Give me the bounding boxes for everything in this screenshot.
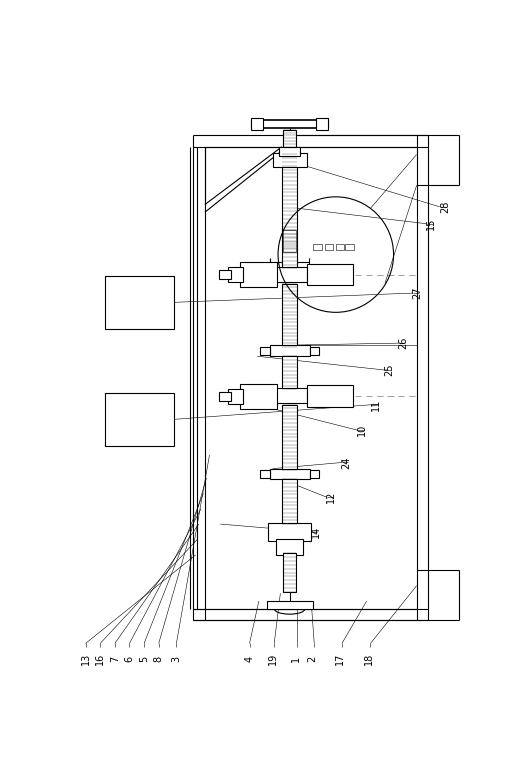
Text: 10: 10: [357, 424, 367, 437]
Bar: [325, 244, 333, 250]
Bar: [105, 276, 174, 328]
Bar: [261, 347, 269, 354]
Bar: [283, 130, 296, 147]
Bar: [276, 539, 304, 555]
Bar: [228, 389, 243, 404]
Bar: [307, 264, 353, 286]
Text: 25: 25: [385, 364, 395, 376]
Bar: [316, 118, 328, 130]
Bar: [228, 267, 243, 283]
Bar: [336, 244, 344, 250]
Text: 24: 24: [342, 457, 352, 469]
Text: 11: 11: [371, 399, 381, 411]
Bar: [219, 392, 231, 401]
Bar: [251, 118, 264, 130]
Bar: [268, 522, 311, 541]
Text: 16: 16: [95, 652, 105, 665]
Text: 8: 8: [154, 656, 164, 662]
Bar: [279, 147, 301, 156]
Text: 28: 28: [440, 200, 450, 213]
Bar: [282, 356, 297, 389]
Bar: [283, 230, 296, 252]
Bar: [272, 388, 307, 403]
Bar: [309, 347, 319, 354]
Text: 7: 7: [110, 656, 120, 662]
Bar: [309, 470, 319, 478]
Bar: [269, 345, 309, 356]
Bar: [345, 244, 354, 250]
Bar: [313, 244, 322, 250]
Text: 2: 2: [308, 656, 318, 662]
Bar: [282, 155, 297, 269]
Bar: [240, 384, 277, 409]
Text: 5: 5: [139, 656, 149, 662]
Text: 27: 27: [412, 287, 422, 300]
Bar: [272, 153, 307, 167]
Text: 3: 3: [172, 656, 181, 662]
Bar: [272, 267, 307, 283]
Text: 6: 6: [124, 656, 135, 662]
Text: 12: 12: [326, 491, 336, 503]
Text: 17: 17: [335, 652, 345, 665]
Bar: [282, 284, 297, 347]
Text: 26: 26: [398, 337, 409, 349]
Text: 4: 4: [244, 656, 255, 662]
Bar: [261, 470, 269, 478]
Text: 1: 1: [291, 656, 301, 662]
Bar: [283, 553, 296, 592]
Text: 19: 19: [268, 652, 278, 665]
Bar: [219, 270, 231, 279]
Text: 14: 14: [311, 526, 321, 538]
Text: 13: 13: [81, 652, 90, 665]
Bar: [282, 479, 297, 524]
Bar: [282, 405, 297, 470]
Bar: [240, 262, 277, 287]
Bar: [267, 601, 313, 609]
Text: 15: 15: [426, 217, 436, 230]
Bar: [105, 393, 174, 446]
Text: 18: 18: [364, 652, 374, 665]
Bar: [307, 385, 353, 407]
Bar: [269, 468, 309, 479]
